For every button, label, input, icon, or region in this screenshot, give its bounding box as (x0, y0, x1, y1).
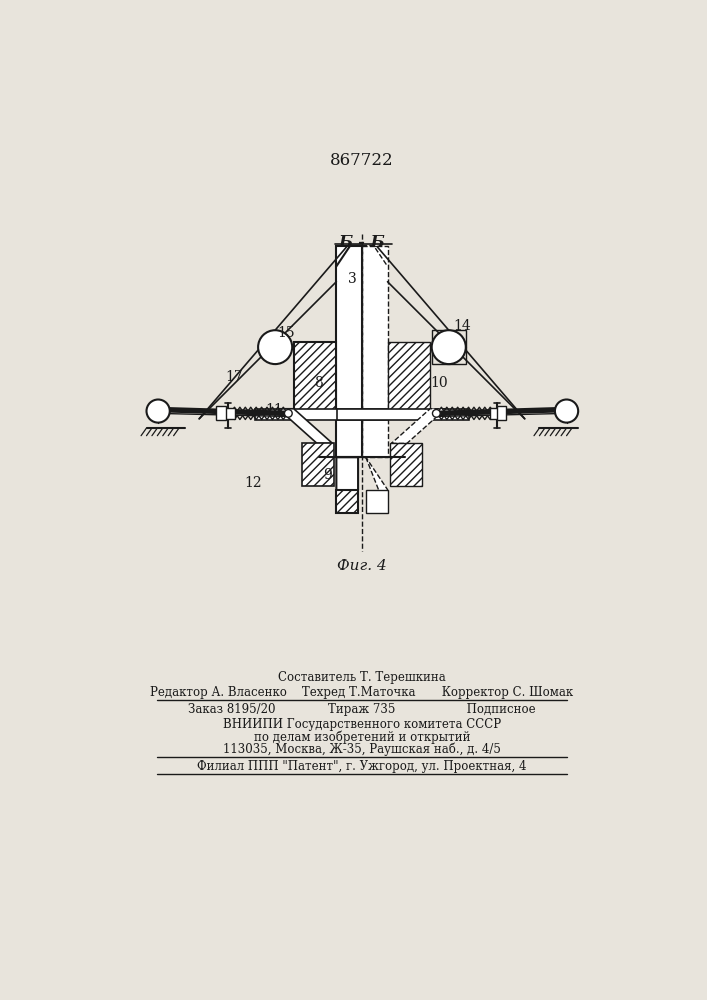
Bar (337, 246, 362, 457)
Polygon shape (337, 457, 358, 513)
Bar (337, 490, 358, 513)
Text: 11: 11 (266, 403, 284, 417)
Text: 17: 17 (226, 370, 243, 384)
Bar (366, 490, 387, 513)
Text: 113035, Москва, Ж-35, Раушская наб., д. 4/5: 113035, Москва, Ж-35, Раушская наб., д. … (223, 743, 501, 756)
Text: 867722: 867722 (330, 152, 394, 169)
Bar (255, 409, 387, 420)
Text: 15: 15 (277, 326, 295, 340)
Circle shape (284, 410, 292, 417)
Bar (224, 408, 235, 419)
Polygon shape (366, 457, 387, 513)
Circle shape (433, 410, 440, 417)
Circle shape (146, 400, 170, 423)
Circle shape (555, 400, 578, 423)
Bar (432, 330, 466, 364)
Text: 12: 12 (244, 476, 262, 490)
Text: Филиал ППП "Патент", г. Ужгород, ул. Проектная, 4: Филиал ППП "Патент", г. Ужгород, ул. Про… (197, 760, 527, 773)
Text: Б - Б: Б - Б (339, 234, 385, 251)
Bar (216, 406, 226, 420)
Bar (337, 409, 469, 420)
Text: 3: 3 (348, 272, 356, 286)
Text: по делам изобретений и открытий: по делам изобретений и открытий (254, 731, 470, 744)
Bar (301, 443, 334, 486)
Text: Составитель Т. Терешкина: Составитель Т. Терешкина (278, 671, 446, 684)
Circle shape (258, 330, 292, 364)
Bar (497, 406, 506, 420)
Text: 9: 9 (322, 468, 332, 482)
Text: Заказ 8195/20              Тираж 735                   Подписное: Заказ 8195/20 Тираж 735 Подписное (188, 703, 536, 716)
Text: Редактор А. Власенко    Техред Т.Маточка       Корректор С. Шомак: Редактор А. Власенко Техред Т.Маточка Ко… (151, 686, 573, 699)
Text: ВНИИПИ Государственного комитета СССР: ВНИИПИ Государственного комитета СССР (223, 718, 501, 731)
Polygon shape (279, 409, 332, 443)
Text: 14: 14 (453, 319, 471, 333)
Bar (390, 443, 422, 486)
Polygon shape (392, 409, 445, 443)
Text: Фиг. 4: Фиг. 4 (337, 559, 387, 573)
Text: 8: 8 (314, 376, 323, 390)
Bar (293, 342, 337, 411)
Bar (362, 246, 387, 457)
Bar (490, 408, 501, 419)
Bar (387, 342, 430, 411)
Text: 10: 10 (430, 376, 448, 390)
Circle shape (432, 330, 466, 364)
